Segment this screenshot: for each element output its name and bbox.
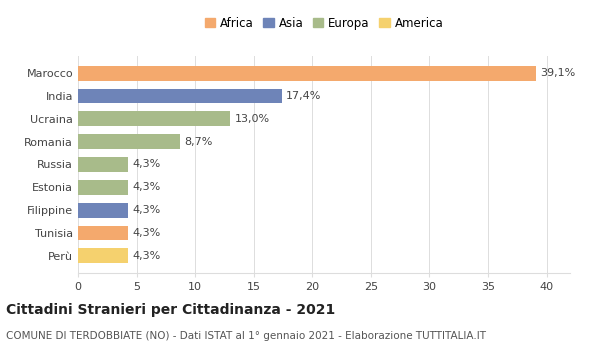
Bar — [78, 248, 128, 263]
Legend: Africa, Asia, Europa, America: Africa, Asia, Europa, America — [202, 14, 446, 32]
Text: Cittadini Stranieri per Cittadinanza - 2021: Cittadini Stranieri per Cittadinanza - 2… — [6, 303, 335, 317]
Bar — [78, 134, 180, 149]
Bar — [78, 225, 128, 240]
Text: 4,3%: 4,3% — [133, 228, 161, 238]
Text: 17,4%: 17,4% — [286, 91, 322, 101]
Bar — [78, 112, 230, 126]
Text: COMUNE DI TERDOBBIATE (NO) - Dati ISTAT al 1° gennaio 2021 - Elaborazione TUTTIT: COMUNE DI TERDOBBIATE (NO) - Dati ISTAT … — [6, 331, 486, 341]
Text: 4,3%: 4,3% — [133, 251, 161, 261]
Bar — [78, 157, 128, 172]
Bar — [78, 203, 128, 217]
Bar — [78, 89, 282, 104]
Text: 8,7%: 8,7% — [184, 137, 212, 147]
Bar — [78, 66, 536, 81]
Text: 4,3%: 4,3% — [133, 205, 161, 215]
Text: 4,3%: 4,3% — [133, 182, 161, 192]
Text: 39,1%: 39,1% — [540, 68, 575, 78]
Bar — [78, 180, 128, 195]
Text: 4,3%: 4,3% — [133, 160, 161, 169]
Text: 13,0%: 13,0% — [235, 114, 269, 124]
